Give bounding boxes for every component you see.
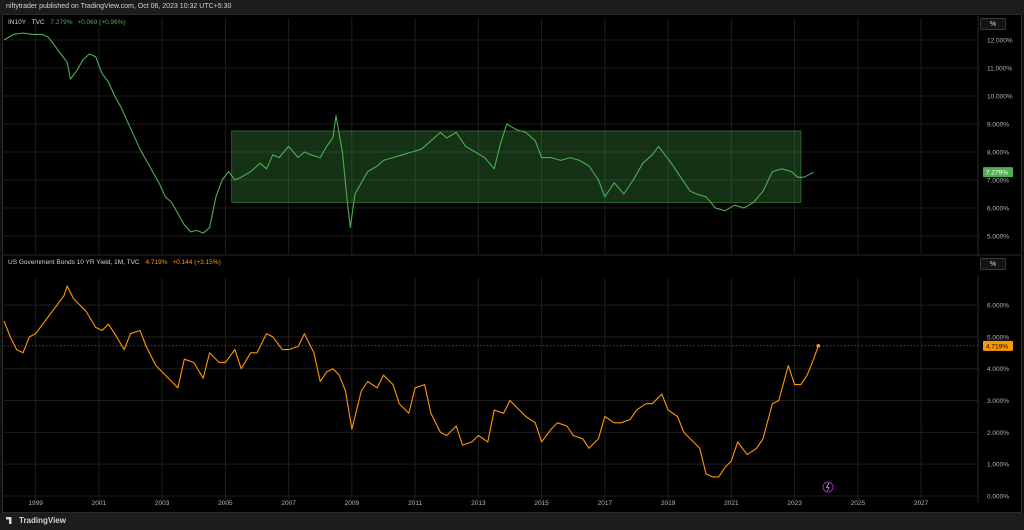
y-tick-label: 12.000% [987, 38, 1013, 45]
y-tick-label: 1.000% [987, 462, 1009, 469]
last-price-label: 4.719% [986, 343, 1008, 350]
series-line [3, 285, 819, 478]
x-tick-label: 2019 [661, 500, 676, 507]
x-tick-label: 2003 [155, 500, 170, 507]
footer-brand: TradingView [19, 516, 66, 525]
y-tick-label: 2.000% [987, 430, 1009, 437]
y-tick-label: 6.000% [987, 206, 1009, 213]
y-tick-label: 3.000% [987, 398, 1009, 405]
legend-change: +0.144 (+3.15%) [172, 259, 221, 266]
event-marker-icon [822, 481, 834, 493]
x-tick-label: 2013 [471, 500, 486, 507]
series-in10y [3, 32, 814, 234]
x-tick-label: 1999 [28, 500, 43, 507]
last-price-label: 7.279% [986, 170, 1008, 177]
x-tick-label: 2025 [851, 500, 866, 507]
y-tick-label: 9.000% [987, 122, 1009, 129]
y-tick-label: 5.000% [987, 334, 1009, 341]
x-tick-label: 2023 [787, 500, 802, 507]
x-tick-label: 2021 [724, 500, 739, 507]
price-axis-bottom: 6.000% 5.000% 4.000% 3.000% 2.000% 1.000% 0.00… [977, 276, 1013, 502]
y-tick-label: 5.000% [987, 234, 1009, 241]
y-tick-label: 10.000% [987, 94, 1013, 101]
last-price-label-bg [983, 340, 1013, 351]
series-us10y [3, 285, 978, 478]
y-tick-label: 8.000% [987, 150, 1009, 157]
percent-scale-button-bottom[interactable]: % [980, 258, 1006, 270]
tradingview-logo-icon [6, 517, 12, 524]
x-tick-label: 2001 [92, 500, 107, 507]
tradingview-logo[interactable]: TradingView [6, 516, 66, 525]
x-tick-label: 2009 [345, 500, 360, 507]
x-tick-label: 2017 [598, 500, 613, 507]
y-tick-label: 6.000% [987, 303, 1009, 310]
grid-bottom [3, 254, 1021, 500]
published-header: niftytrader published on TradingView.com… [0, 0, 1024, 14]
legend-us10y[interactable]: US Government Bonds 10 YR Yield, 1M, TVC… [8, 259, 221, 266]
legend-symbol: IN10Y · TVC [8, 19, 45, 26]
footer-bar: TradingView [0, 513, 1024, 530]
y-tick-label: 0.000% [987, 494, 1009, 501]
legend-symbol: US Government Bonds 10 YR Yield, 1M, TVC [8, 259, 140, 266]
price-axis-top: 12.000% 11.000% 10.000% 9.000% 8.000% 7.000% 6… [977, 16, 1013, 256]
last-point-dot [816, 344, 821, 348]
chart-frame[interactable] [2, 14, 1022, 513]
time-axis: 1999 2001 2003 2005 2007 2009 2011 2013 2015 2017… [28, 481, 929, 507]
grid-top [4, 18, 978, 254]
legend-in10y[interactable]: IN10Y · TVC 7.279% +0.069 (+0.96%) [8, 19, 126, 26]
x-tick-label: 2007 [281, 500, 296, 507]
percent-scale-button-top[interactable]: % [980, 18, 1006, 30]
legend-price: 4.719% [145, 259, 168, 266]
last-price-label-bg [983, 167, 1013, 178]
x-tick-label: 2011 [408, 500, 422, 507]
lightning-icon [825, 482, 830, 492]
legend-price: 7.279% [50, 19, 73, 26]
x-tick-label: 2027 [914, 500, 929, 507]
x-tick-label: 2005 [218, 500, 233, 507]
y-tick-label: 7.000% [987, 178, 1009, 185]
range-box-layer [231, 130, 802, 203]
y-tick-label: 11.000% [987, 66, 1012, 73]
legend-change: +0.069 (+0.96%) [77, 19, 126, 26]
range-box [231, 130, 802, 203]
x-tick-label: 2015 [534, 500, 549, 507]
y-tick-label: 4.000% [987, 366, 1009, 373]
